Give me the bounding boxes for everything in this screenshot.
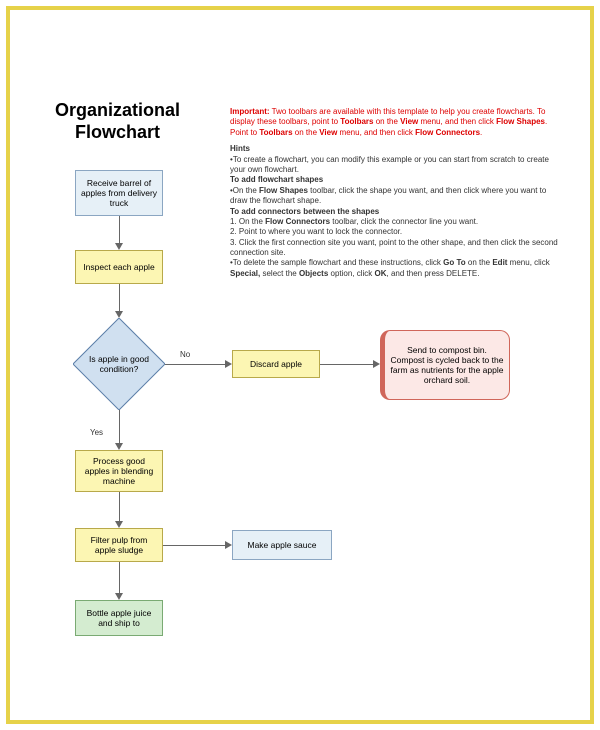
node-process-good: Process good apples in blending machine	[75, 450, 163, 492]
edge-label-yes: Yes	[90, 428, 103, 437]
edge-decision-discard	[165, 364, 225, 365]
node-sauce: Make apple sauce	[232, 530, 332, 560]
edge-inspect-decision	[119, 284, 120, 311]
important-section: Important: Two toolbars are available wi…	[230, 107, 560, 138]
node-filter: Filter pulp from apple sludge	[75, 528, 163, 562]
arrow-head-icon	[115, 243, 123, 250]
arrow-head-icon	[115, 443, 123, 450]
important-label: Important:	[230, 107, 270, 116]
title-line2: Flowchart	[75, 122, 160, 142]
edge-decision-process	[119, 410, 120, 443]
title-line1: Organizational	[55, 100, 180, 120]
edge-filter-bottle	[119, 562, 120, 593]
conn-step1: 1. On the Flow Connectors toolbar, click…	[230, 217, 560, 227]
edge-receive-inspect	[119, 216, 120, 243]
edge-label-no: No	[180, 350, 190, 359]
arrow-head-icon	[115, 593, 123, 600]
node-discard: Discard apple	[232, 350, 320, 378]
node-decision: Is apple in good condition?	[73, 318, 165, 410]
node-receive: Receive barrel of apples from delivery t…	[75, 170, 163, 216]
edge-filter-sauce	[163, 545, 225, 546]
add-shapes-text: •On the Flow Shapes toolbar, click the s…	[230, 186, 560, 207]
instructions-panel: Important: Two toolbars are available wi…	[230, 107, 560, 279]
conn-step2: 2. Point to where you want to lock the c…	[230, 227, 560, 237]
arrow-head-icon	[225, 360, 232, 368]
hints-label: Hints	[230, 144, 560, 154]
hint-create: •To create a flowchart, you can modify t…	[230, 155, 560, 176]
arrow-head-icon	[115, 311, 123, 318]
edge-process-filter	[119, 492, 120, 521]
edge-discard-compost	[320, 364, 373, 365]
node-compost: Send to compost bin. Compost is cycled b…	[380, 330, 510, 400]
delete-text: •To delete the sample flowchart and thes…	[230, 258, 560, 279]
important-text: Two toolbars are available with this tem…	[230, 107, 547, 137]
page-frame: Organizational Flowchart Important: Two …	[6, 6, 594, 724]
page-title: Organizational Flowchart	[55, 100, 180, 143]
arrow-head-icon	[115, 521, 123, 528]
arrow-head-icon	[225, 541, 232, 549]
add-shapes-label: To add flowchart shapes	[230, 175, 560, 185]
node-bottle: Bottle apple juice and ship to	[75, 600, 163, 636]
arrow-head-icon	[373, 360, 380, 368]
add-connectors-label: To add connectors between the shapes	[230, 207, 560, 217]
conn-step3: 3. Click the first connection site you w…	[230, 238, 560, 259]
node-inspect: Inspect each apple	[75, 250, 163, 284]
